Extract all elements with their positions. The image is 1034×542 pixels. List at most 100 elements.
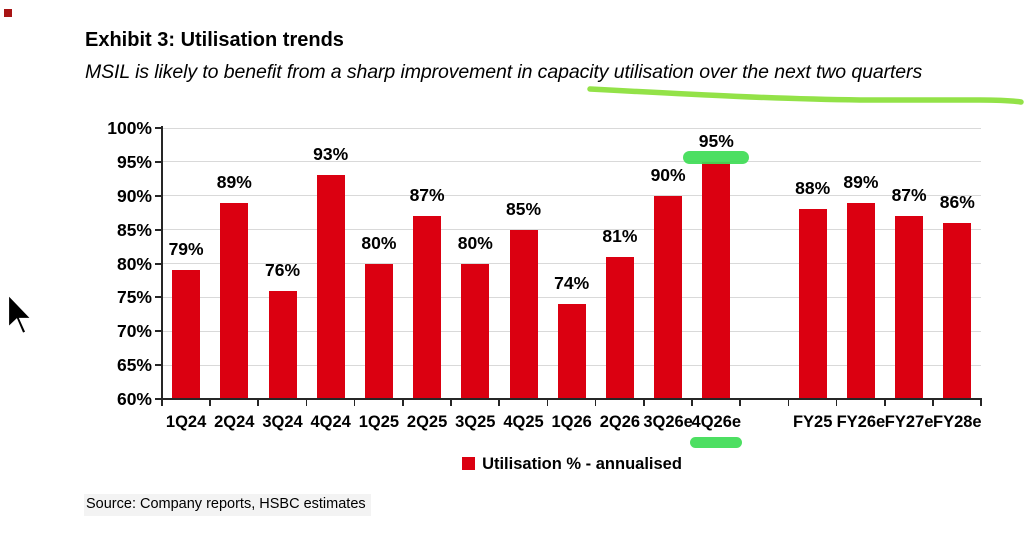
x-tick-label: 3Q25 bbox=[455, 413, 496, 431]
y-axis-tick bbox=[155, 398, 162, 400]
y-axis-tick bbox=[155, 262, 162, 265]
bar-value-label: 80% bbox=[361, 232, 397, 253]
x-axis-tick bbox=[980, 400, 982, 406]
bar-2Q24 bbox=[220, 202, 249, 398]
source-note: Source: Company reports, HSBC estimates bbox=[84, 494, 371, 516]
bar-value-label: 85% bbox=[505, 198, 542, 219]
x-tick-label: 1Q26 bbox=[551, 413, 592, 431]
x-tick-label: FY28e bbox=[932, 413, 982, 431]
x-axis-tick bbox=[932, 400, 934, 406]
x-axis-tick bbox=[643, 400, 645, 406]
y-tick-label: 100% bbox=[107, 118, 152, 138]
bar-value-label: 80% bbox=[457, 232, 493, 253]
y-axis-tick bbox=[155, 330, 162, 333]
bar-value-label: 88% bbox=[795, 178, 831, 199]
x-tick-label: 3Q24 bbox=[262, 413, 303, 431]
y-tick-label: 90% bbox=[116, 185, 152, 206]
bar-FY28e bbox=[943, 222, 972, 398]
x-tick-label: 2Q26 bbox=[599, 413, 641, 431]
x-axis-tick bbox=[835, 400, 838, 406]
legend-red-square-icon bbox=[462, 457, 476, 470]
x-tick-label: 4Q25 bbox=[503, 413, 544, 431]
gridline bbox=[162, 161, 982, 163]
exhibit-title: Exhibit 3: Utilisation trends bbox=[85, 29, 344, 51]
y-axis-tick bbox=[155, 296, 162, 299]
x-axis-tick bbox=[161, 400, 163, 406]
x-tick-label: 2Q24 bbox=[214, 413, 255, 431]
bar-4Q26e bbox=[702, 161, 731, 398]
chart-legend: Utilisation % - annualised bbox=[162, 454, 982, 474]
bar-2Q25 bbox=[413, 216, 442, 398]
x-axis-tick bbox=[739, 400, 741, 406]
bar-value-label: 81% bbox=[602, 225, 638, 246]
bar-FY25 bbox=[798, 209, 827, 398]
bar-FY27e bbox=[895, 216, 924, 398]
highlight-marker-over-95-bar bbox=[683, 150, 750, 164]
bar-4Q25 bbox=[509, 229, 538, 398]
x-axis-tick bbox=[209, 400, 211, 406]
bar-value-label: 93% bbox=[313, 144, 349, 165]
highlight-marker-under-4Q26e-label bbox=[690, 437, 743, 448]
bar-4Q24 bbox=[316, 175, 345, 398]
bar-3Q26e bbox=[654, 195, 683, 398]
mouse-pointer-icon bbox=[6, 292, 35, 336]
x-tick-label: FY27e bbox=[884, 413, 934, 431]
gridline bbox=[162, 296, 982, 298]
x-axis-tick bbox=[353, 400, 356, 406]
y-axis-tick bbox=[155, 364, 162, 367]
bar-value-label: 95% bbox=[698, 130, 734, 151]
bar-3Q25 bbox=[461, 263, 490, 398]
x-tick-label: 1Q24 bbox=[165, 413, 207, 431]
bar-value-label: 89% bbox=[843, 171, 879, 192]
bar-value-label: 79% bbox=[168, 239, 204, 260]
x-axis-tick bbox=[450, 400, 452, 406]
y-tick-label: 85% bbox=[116, 219, 152, 240]
x-tick-label: 4Q24 bbox=[310, 413, 351, 431]
bar-value-label: 89% bbox=[216, 171, 252, 192]
bar-value-label: 90% bbox=[650, 164, 686, 185]
exhibit-subtitle: MSIL is likely to benefit from a sharp i… bbox=[85, 61, 923, 83]
subtitle-highlight-underline bbox=[587, 86, 1024, 105]
bar-3Q24 bbox=[268, 290, 297, 398]
x-axis-tick bbox=[787, 400, 790, 406]
x-axis-tick bbox=[594, 400, 597, 406]
y-axis-line bbox=[161, 126, 163, 400]
bar-value-label: 87% bbox=[409, 185, 445, 206]
y-tick-label: 60% bbox=[116, 389, 152, 409]
x-axis-tick bbox=[402, 400, 404, 406]
corner-red-square bbox=[4, 9, 12, 17]
y-tick-label: 80% bbox=[116, 253, 152, 274]
y-axis-tick bbox=[155, 160, 162, 163]
gridline bbox=[162, 229, 982, 231]
x-axis-tick bbox=[257, 400, 259, 406]
y-tick-label: 70% bbox=[116, 321, 152, 342]
x-tick-label: 2Q25 bbox=[406, 413, 448, 431]
x-axis-line bbox=[161, 398, 983, 400]
y-axis-tick bbox=[155, 228, 162, 231]
bar-1Q25 bbox=[364, 263, 393, 398]
bar-2Q26 bbox=[605, 256, 634, 398]
x-axis-tick bbox=[305, 400, 308, 406]
bar-value-label: 87% bbox=[891, 185, 927, 206]
legend-label: Utilisation % - annualised bbox=[482, 455, 682, 473]
bar-value-label: 86% bbox=[939, 191, 975, 212]
x-tick-label: FY25 bbox=[792, 413, 833, 431]
gridline bbox=[162, 127, 982, 129]
y-tick-label: 95% bbox=[116, 151, 152, 172]
y-tick-label: 65% bbox=[116, 355, 152, 376]
x-tick-label: 3Q26e bbox=[643, 413, 693, 431]
bar-1Q26 bbox=[557, 304, 586, 398]
bar-value-label: 74% bbox=[554, 273, 590, 294]
gridline bbox=[162, 263, 982, 264]
bar-1Q24 bbox=[172, 270, 201, 398]
y-axis-tick bbox=[155, 194, 162, 197]
x-axis-tick bbox=[884, 400, 886, 406]
x-tick-label: FY26e bbox=[836, 413, 886, 431]
y-axis-tick bbox=[155, 127, 162, 129]
x-tick-label: 4Q26e bbox=[691, 413, 742, 431]
x-axis-tick bbox=[498, 400, 500, 406]
x-axis-tick bbox=[691, 400, 693, 406]
gridline bbox=[162, 195, 982, 197]
